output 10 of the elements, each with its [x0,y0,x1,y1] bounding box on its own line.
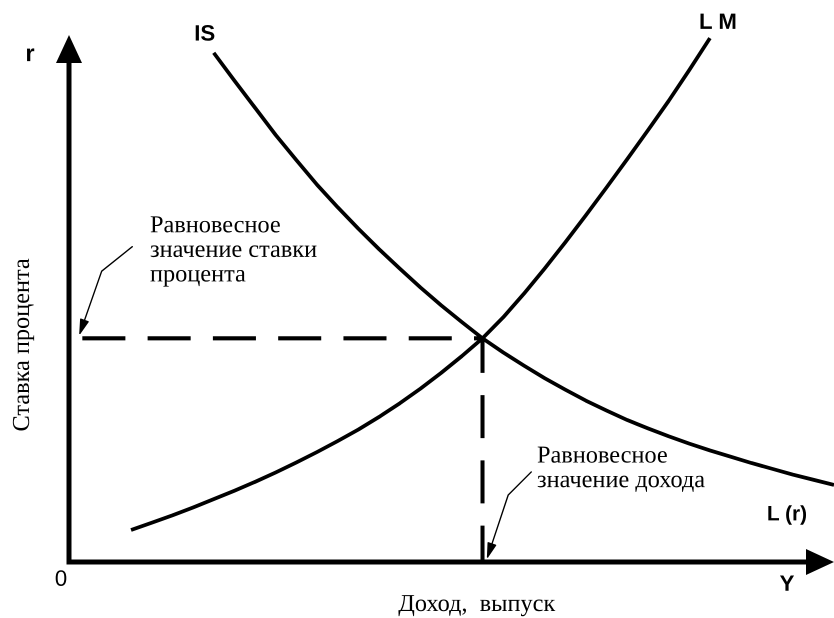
series-label: IS [196,25,214,41]
series-label: L M [700,14,736,29]
text: r [26,48,34,62]
text: 0 [56,570,66,586]
y-axis-title: Ставка процента [12,258,34,430]
annotation: Равновесное значение ставки процента [150,216,317,287]
annotation: L (r) [768,505,806,525]
x-axis-title: Доход, выпуск [398,595,556,616]
annotation: Равновесное значение дохода [538,446,705,492]
text: Y [780,575,794,591]
